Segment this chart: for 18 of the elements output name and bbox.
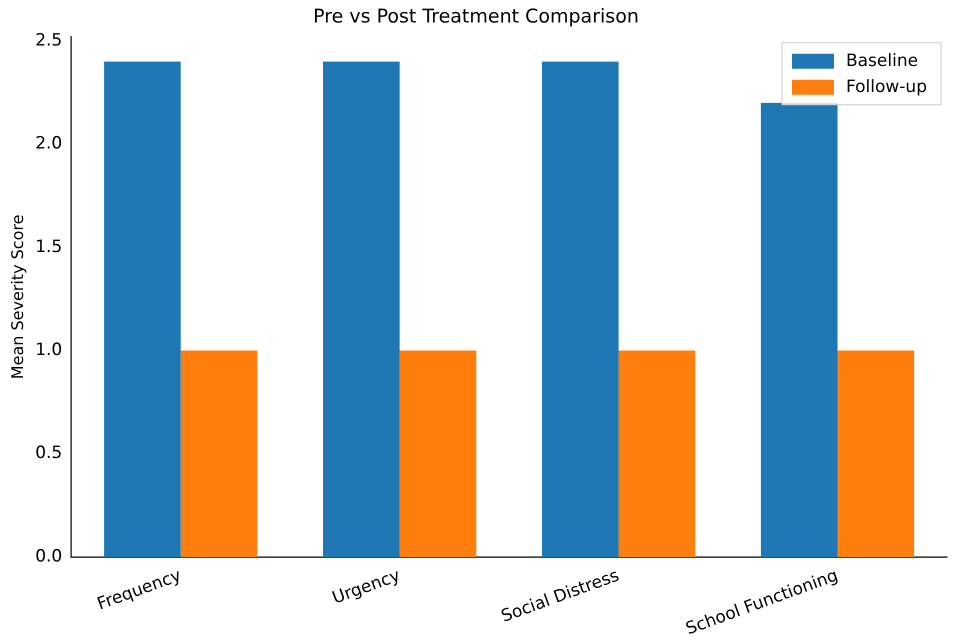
bar	[542, 62, 619, 557]
y-tick-label: 2.5	[35, 30, 62, 50]
bar	[104, 62, 181, 557]
y-axis-title: Mean Severity Score	[8, 214, 27, 380]
bar	[618, 350, 696, 557]
chart-title: Pre vs Post Treatment Comparison	[313, 5, 639, 28]
legend-label: Baseline	[846, 51, 918, 72]
bar	[838, 350, 914, 557]
legend-label: Follow-up	[846, 77, 928, 98]
y-tick-label: 0.0	[35, 546, 62, 566]
y-tick-label: 0.5	[35, 443, 62, 464]
bar	[323, 62, 400, 557]
y-tick-label: 1.0	[35, 340, 62, 360]
bar	[180, 350, 258, 557]
y-tick-label: 1.5	[35, 236, 62, 257]
y-tick-label: 2.0	[35, 134, 62, 154]
bar	[400, 350, 476, 557]
bar	[760, 102, 838, 557]
